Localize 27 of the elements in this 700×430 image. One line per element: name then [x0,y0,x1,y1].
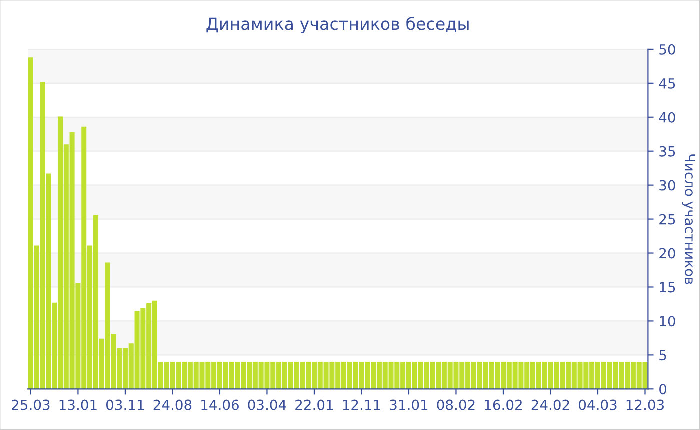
x-tick-label: 14.06 [202,400,239,410]
x-tick-label: 03.04 [248,400,286,410]
x-tick-label: 03.11 [106,400,144,410]
x-tick-label: 12.11 [343,400,380,410]
x-tick-label: 25.03 [12,400,50,410]
chart-title: Динамика участников беседы [206,17,469,34]
y-tick-label: 10 [660,316,676,327]
y-axis-title: Число участников [682,154,696,284]
x-tick-label: 24.08 [154,400,192,410]
y-tick-label: 45 [659,78,676,89]
y-tick-label: 35 [660,146,676,157]
y-tick-label: 30 [660,180,676,191]
y-tick-label: 0 [660,384,667,395]
y-tick-label: 40 [659,112,676,123]
x-tick-label: 24.02 [532,400,570,410]
y-tick-label: 5 [660,350,666,361]
y-tick-label: 25 [660,214,676,225]
x-tick-label: 31.01 [390,400,428,410]
x-tick-label: 08.02 [437,400,475,410]
y-tick-label: 20 [660,248,676,259]
x-tick-label: 16.02 [485,400,522,410]
x-tick-label: 13.01 [60,400,97,410]
y-tick-label: 15 [660,282,676,293]
y-tick-label: 50 [660,44,676,55]
x-tick-label: 22.01 [296,400,334,410]
x-tick-label: 04.03 [579,400,617,410]
x-tick-label: 12.03 [626,400,664,410]
